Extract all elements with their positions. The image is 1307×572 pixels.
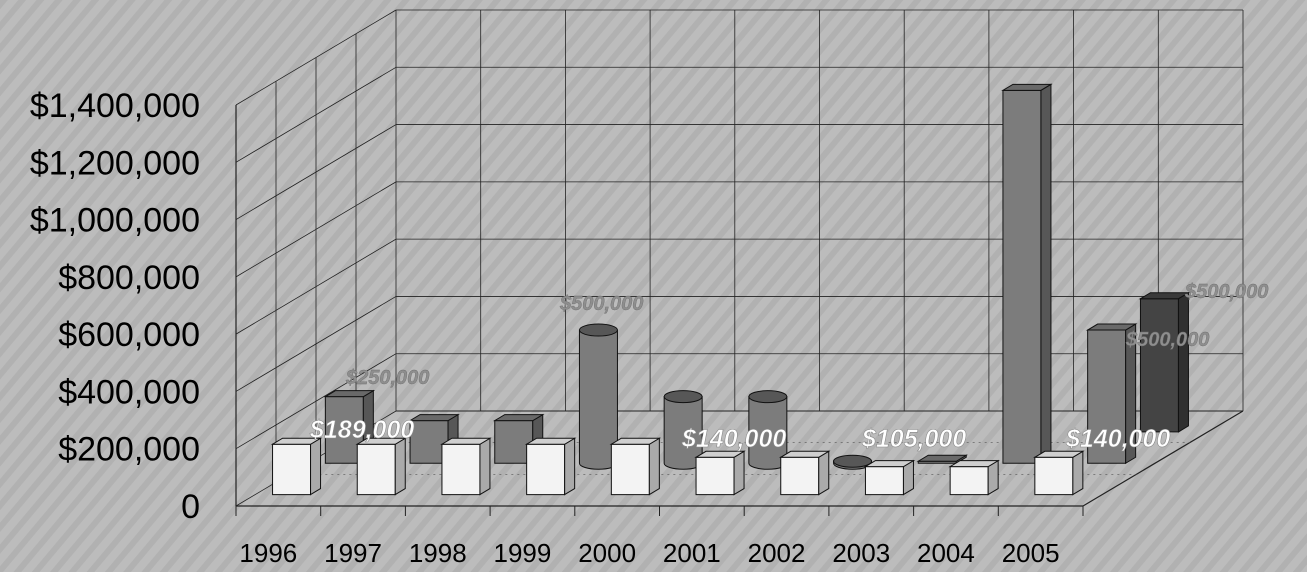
- bar-top-face: [524, 437, 577, 445]
- bar-top-face: [270, 437, 323, 445]
- bar-front-face: [526, 443, 566, 496]
- bar-top: [663, 390, 703, 404]
- bar-front-face: [610, 443, 650, 496]
- bar-1999-series1: [524, 437, 577, 496]
- data-label: $140,000: [681, 425, 786, 453]
- data-label: $500,000: [1125, 329, 1209, 351]
- bar-top-face: [916, 454, 969, 462]
- y-tick-label: $1,000,000: [30, 202, 200, 240]
- bar-top-face: [1085, 323, 1138, 331]
- x-axis-tick-labels: 1996 1997 1998 1999 2000 2001 2002 2003 2004 2005: [239, 538, 1059, 568]
- y-tick-label: $600,000: [58, 316, 200, 354]
- bar-front-face: [949, 466, 989, 496]
- y-tick-label: 0: [181, 488, 200, 526]
- bar-1999-series2: [578, 323, 618, 470]
- bar-2004-series2: [1001, 83, 1053, 465]
- bar-side-face: [479, 437, 491, 496]
- data-label: $500,000: [559, 293, 643, 315]
- data-label: $140,000: [1065, 425, 1170, 453]
- y-tick-label: $1,400,000: [30, 87, 200, 125]
- bar-1998-series2: [492, 413, 545, 465]
- y-axis-tick-labels: 0 $200,000 $400,000 $600,000 $800,000 $1,000,…: [30, 87, 200, 526]
- bar-top-face: [408, 414, 460, 422]
- bar-top-face: [355, 437, 408, 445]
- bar-2002-series2: [833, 454, 873, 470]
- gridlines: [235, 9, 1244, 516]
- x-tick-label: 1997: [324, 538, 382, 568]
- bar-top: [748, 390, 788, 404]
- bar-side-face: [1040, 83, 1052, 465]
- x-tick-label: 2002: [748, 538, 806, 568]
- bar-side-face: [310, 437, 322, 496]
- y-tick-label: $200,000: [58, 431, 200, 469]
- bar-top-face: [323, 390, 376, 398]
- bar-2005-series3: [1138, 291, 1191, 433]
- x-tick-label: 2003: [832, 538, 890, 568]
- bar-2001-series2: [748, 390, 788, 470]
- data-labels: $250,000 $189,000 $500,000 $140,000 $105,000…: [309, 281, 1269, 454]
- bar-2003-series2: [916, 454, 969, 465]
- bar-2000-series1: [609, 437, 662, 496]
- bar-top-face: [1001, 83, 1053, 91]
- x-tick-label: 1998: [409, 538, 467, 568]
- bar-front-face: [272, 443, 312, 496]
- y-tick-label: $800,000: [58, 259, 200, 297]
- bar-front-face: [1002, 89, 1042, 464]
- bar-top-face: [694, 450, 746, 458]
- bar-1997-series1: [355, 437, 408, 496]
- bar-top-face: [492, 414, 545, 422]
- bar-1996-series1: [270, 437, 323, 496]
- y-tick-label: $400,000: [58, 373, 200, 411]
- bar-front-face: [864, 466, 904, 496]
- bar-side-face: [1072, 450, 1084, 496]
- bar-front-face: [356, 443, 396, 496]
- bar-side-face: [648, 437, 660, 496]
- bar-2002-series1: [778, 450, 831, 496]
- data-label: $250,000: [345, 367, 429, 389]
- x-tick-label: 2000: [578, 538, 636, 568]
- bar-top-face: [440, 437, 492, 445]
- bar-top-face: [778, 450, 831, 458]
- bar-top-face: [863, 460, 916, 468]
- bar-2004-series1: [948, 459, 1000, 496]
- data-label: $189,000: [309, 416, 414, 444]
- x-tick-label: 1996: [239, 538, 297, 568]
- x-tick-label: 2005: [1002, 538, 1060, 568]
- bar-side-face: [394, 437, 406, 496]
- bars: [270, 83, 1191, 496]
- bar-front-face: [441, 443, 481, 496]
- y-tick-label: $1,200,000: [30, 144, 200, 182]
- bar-2005-series2: [1085, 323, 1138, 465]
- bar-side-face: [818, 450, 830, 496]
- x-tick-label: 2001: [663, 538, 721, 568]
- bar-2001-series1: [694, 450, 746, 496]
- floor-right-edge: [1082, 410, 1244, 507]
- x-tick-label: 1999: [494, 538, 552, 568]
- bar-2003-series1: [863, 459, 916, 496]
- bar-1998-series1: [440, 437, 492, 496]
- bar-front-face: [780, 456, 820, 496]
- bar-top-face: [1138, 292, 1191, 300]
- bar-2005-series1: [1033, 450, 1085, 496]
- bar-top-face: [609, 437, 662, 445]
- bar-side-face: [733, 450, 745, 496]
- data-label: $500,000: [1184, 281, 1268, 303]
- x-tick-label: 2004: [917, 538, 975, 568]
- bar-front-face: [1034, 456, 1074, 496]
- bar-top-face: [1033, 450, 1085, 458]
- data-label: $105,000: [861, 425, 966, 453]
- bar-top: [578, 323, 618, 337]
- bar-side-face: [564, 437, 576, 496]
- bar-side-face: [1177, 291, 1189, 433]
- bar-front-face: [1139, 298, 1179, 433]
- bar-front-face: [695, 456, 735, 496]
- bar-top-face: [948, 460, 1000, 468]
- bar-top: [833, 454, 873, 468]
